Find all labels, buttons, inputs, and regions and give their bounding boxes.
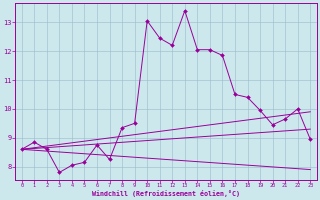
X-axis label: Windchill (Refroidissement éolien,°C): Windchill (Refroidissement éolien,°C) — [92, 190, 240, 197]
